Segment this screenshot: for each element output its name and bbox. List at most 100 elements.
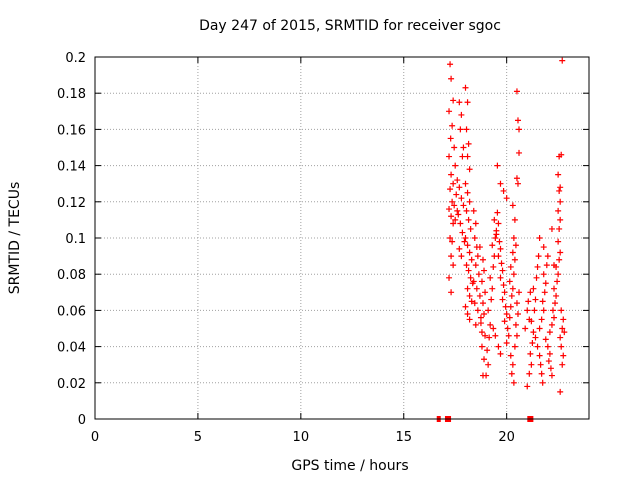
data-point (481, 311, 488, 318)
data-point (471, 235, 478, 241)
data-point (486, 334, 493, 341)
data-point (485, 361, 492, 368)
x-tick-label: 0 (91, 430, 99, 445)
data-point (479, 300, 486, 307)
data-point (456, 99, 463, 106)
data-point (458, 111, 465, 118)
data-point (508, 370, 515, 377)
data-point (452, 162, 459, 169)
data-point (487, 274, 494, 281)
data-point (447, 135, 454, 142)
data-point (551, 285, 558, 292)
data-point (532, 296, 539, 303)
data-point (513, 300, 520, 307)
data-point (544, 253, 551, 260)
data-point (530, 329, 537, 336)
data-point (447, 235, 454, 241)
x-tick-label: 5 (194, 430, 202, 445)
data-point (472, 321, 479, 328)
data-point (509, 285, 516, 292)
y-axis-label: SRMTID / TECUs (7, 182, 23, 295)
data-point (448, 289, 455, 296)
data-point (478, 278, 485, 285)
y-tick-label: 0.02 (57, 377, 86, 392)
data-point (557, 249, 564, 256)
data-point (462, 235, 469, 241)
data-point (481, 267, 488, 274)
data-point (503, 311, 510, 318)
y-tick-label: 0.16 (57, 123, 86, 138)
data-point (483, 372, 490, 379)
chart-title: Day 247 of 2015, SRMTID for receiver sgo… (199, 18, 501, 34)
data-point (471, 300, 478, 307)
data-point (450, 262, 457, 269)
data-point (555, 238, 562, 245)
data-point (506, 314, 513, 321)
data-point (446, 108, 453, 115)
data-point (494, 209, 501, 216)
data-point (510, 271, 517, 278)
data-point (503, 195, 510, 202)
data-point (551, 314, 558, 321)
data-point (466, 166, 473, 173)
data-point (549, 307, 556, 314)
data-point (547, 365, 554, 372)
data-point (446, 153, 453, 160)
grid (95, 57, 589, 419)
data-point (536, 235, 543, 241)
data-point (491, 216, 498, 223)
y-tick-label: 0.12 (57, 196, 86, 211)
data-point (525, 298, 532, 305)
data-point (510, 379, 517, 386)
data-point (546, 350, 553, 357)
y-tick-label: 0 (78, 413, 86, 428)
data-point (546, 329, 553, 336)
data-point (474, 253, 481, 260)
data-point (527, 289, 534, 296)
data-point (526, 370, 533, 377)
y-tick-label: 0.06 (57, 304, 86, 319)
data-point (467, 274, 474, 281)
data-point (557, 198, 564, 205)
data-point (533, 274, 540, 281)
data-point (494, 162, 501, 169)
data-point (557, 184, 564, 191)
data-point (513, 175, 520, 182)
x-axis-label: GPS time / hours (291, 458, 408, 474)
data-point (540, 307, 547, 314)
axis-ticks (94, 56, 589, 420)
data-point (448, 75, 455, 82)
data-point (476, 244, 483, 251)
data-point (534, 263, 541, 270)
data-point (482, 332, 489, 339)
data-point (510, 235, 517, 241)
data-point (460, 144, 467, 151)
data-point (522, 325, 529, 332)
data-point (492, 235, 499, 241)
data-point (456, 184, 463, 191)
data-point (448, 213, 455, 220)
data-point (534, 343, 541, 350)
data-point (505, 332, 512, 339)
data-point (556, 256, 563, 263)
data-point (555, 271, 562, 278)
data-point (556, 225, 563, 232)
data-points (436, 57, 568, 422)
data-point (451, 144, 458, 151)
data-point (503, 339, 510, 346)
data-point (500, 282, 507, 289)
data-point (507, 352, 514, 359)
data-point (492, 332, 499, 339)
data-point (557, 388, 564, 395)
data-point (454, 207, 461, 214)
data-point (558, 307, 565, 314)
data-point (459, 153, 466, 160)
data-point (557, 334, 564, 341)
data-point (555, 171, 562, 178)
data-point (511, 256, 518, 263)
data-point (473, 285, 480, 292)
data-point (538, 316, 545, 323)
data-point (529, 339, 536, 346)
data-point (499, 267, 506, 274)
